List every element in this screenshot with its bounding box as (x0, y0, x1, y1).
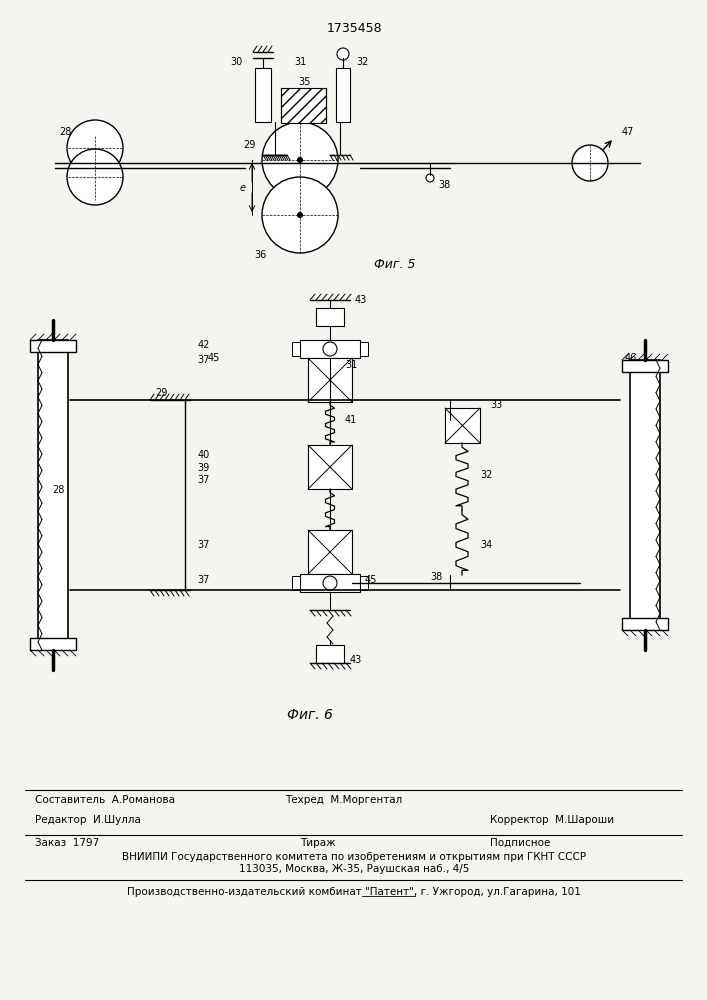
Bar (316, 308, 344, 326)
Bar (622, 618, 668, 630)
Text: 37: 37 (198, 540, 210, 550)
Circle shape (67, 120, 123, 176)
Text: ВНИИПИ Государственного комитета по изобретениям и открытиям при ГКНТ СССР: ВНИИПИ Государственного комитета по изоб… (122, 852, 586, 862)
Text: Фиг. 5: Фиг. 5 (374, 258, 416, 271)
Text: Заказ  1797: Заказ 1797 (35, 838, 99, 848)
Bar (360, 576, 368, 590)
Bar (308, 445, 352, 489)
Text: 45: 45 (365, 575, 378, 585)
Bar (445, 408, 480, 443)
Bar (630, 360, 660, 630)
Text: 113035, Москва, Ж-35, Раушская наб., 4/5: 113035, Москва, Ж-35, Раушская наб., 4/5 (239, 864, 469, 874)
Bar (622, 360, 668, 372)
Text: 39: 39 (198, 463, 210, 473)
Text: 41: 41 (345, 415, 357, 425)
Circle shape (323, 342, 337, 356)
Text: 46: 46 (625, 353, 637, 363)
Text: 32: 32 (480, 470, 492, 480)
Text: e: e (240, 183, 246, 193)
Text: 33: 33 (490, 400, 502, 410)
Bar (360, 342, 368, 356)
Text: Корректор  М.Шароши: Корректор М.Шароши (490, 815, 614, 825)
Bar (30, 340, 76, 352)
Bar (255, 68, 271, 122)
Text: 37: 37 (198, 475, 210, 485)
Circle shape (426, 174, 434, 182)
Bar (292, 342, 300, 356)
Text: 1735458: 1735458 (326, 21, 382, 34)
Circle shape (262, 177, 338, 253)
Bar (308, 530, 352, 574)
Text: Тираж: Тираж (300, 838, 336, 848)
Text: 43: 43 (355, 295, 367, 305)
Circle shape (298, 213, 303, 218)
Text: 29: 29 (156, 388, 168, 398)
Bar (336, 68, 350, 122)
Text: 31: 31 (294, 57, 306, 67)
Circle shape (67, 149, 123, 205)
Text: 45: 45 (208, 353, 220, 363)
Text: Подписное: Подписное (490, 838, 550, 848)
Text: 34: 34 (480, 540, 492, 550)
Text: Составитель  А.Романова: Составитель А.Романова (35, 795, 175, 805)
Text: 35: 35 (299, 77, 311, 87)
Bar (300, 574, 360, 592)
Text: 28: 28 (52, 485, 64, 495)
Text: 47: 47 (622, 127, 634, 137)
Bar (300, 340, 360, 358)
Text: 29: 29 (244, 140, 256, 150)
Text: 37: 37 (198, 575, 210, 585)
Text: 38: 38 (430, 572, 443, 582)
Text: 36: 36 (254, 250, 266, 260)
Bar (308, 358, 352, 402)
Text: 43: 43 (350, 655, 362, 665)
Text: 38: 38 (438, 180, 450, 190)
Text: 37: 37 (198, 355, 210, 365)
Text: 32: 32 (356, 57, 368, 67)
Text: 30: 30 (230, 57, 243, 67)
Bar (316, 645, 344, 663)
Bar (30, 638, 76, 650)
Text: 31: 31 (345, 360, 357, 370)
Text: Фиг. 6: Фиг. 6 (287, 708, 333, 722)
Text: 28: 28 (59, 127, 72, 137)
Circle shape (337, 48, 349, 60)
Text: Производственно-издательский комбинат "Патент", г. Ужгород, ул.Гагарина, 101: Производственно-издательский комбинат "П… (127, 887, 581, 897)
Circle shape (298, 157, 303, 162)
Text: Техред  М.Моргентал: Техред М.Моргентал (285, 795, 402, 805)
Bar (292, 576, 300, 590)
Text: 40: 40 (198, 450, 210, 460)
Text: Редактор  И.Шулла: Редактор И.Шулла (35, 815, 141, 825)
Bar (38, 340, 68, 650)
Circle shape (262, 122, 338, 198)
Bar (281, 88, 326, 123)
Text: 42: 42 (198, 340, 210, 350)
Circle shape (572, 145, 608, 181)
Circle shape (323, 576, 337, 590)
